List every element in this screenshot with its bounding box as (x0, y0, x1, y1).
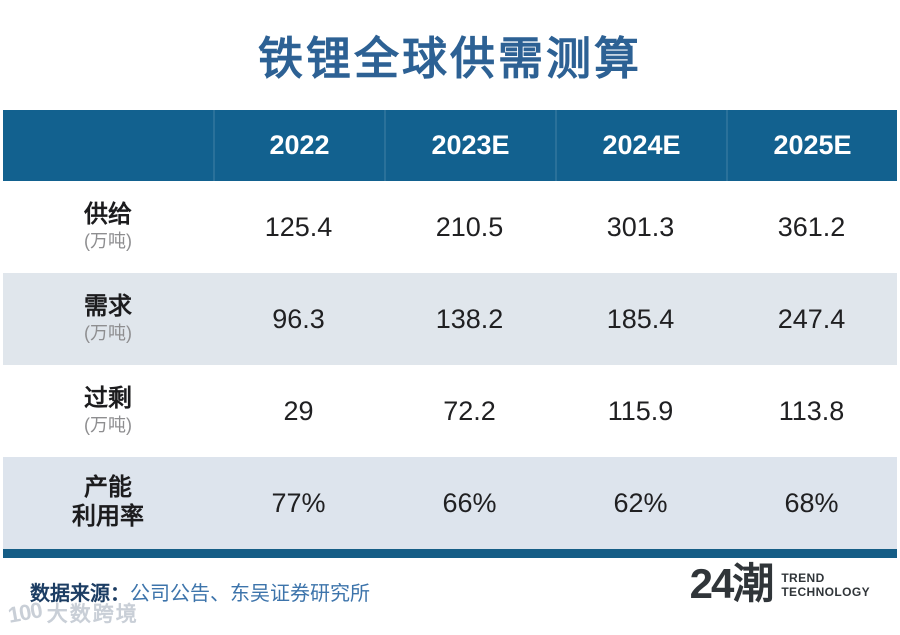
table-row-supply: 供给 (万吨) 125.4 210.5 301.3 361.2 (3, 181, 897, 273)
table-cell: 185.4 (606, 303, 675, 334)
row-label-line2: 利用率 (72, 503, 144, 531)
column-header-2024e: 2024E (555, 110, 726, 181)
row-label: 供给 (84, 201, 132, 229)
table-cell: 210.5 (435, 211, 504, 242)
column-header-2025e: 2025E (726, 110, 897, 181)
table-row-utilization: 产能 利用率 77% 66% 62% 68% (3, 457, 897, 549)
row-unit: (万吨) (84, 323, 132, 344)
table-cell: 125.4 (264, 211, 333, 242)
table-cell: 77% (271, 487, 326, 518)
table-cell: 138.2 (435, 303, 504, 334)
table-cell: 247.4 (777, 303, 846, 334)
row-header-supply: 供给 (万吨) (3, 181, 213, 273)
table-row-demand: 需求 (万吨) 96.3 138.2 185.4 247.4 (3, 273, 897, 365)
brand-word-line1: TREND (781, 570, 825, 585)
table-row-surplus: 过剩 (万吨) 29 72.2 115.9 113.8 (3, 365, 897, 457)
table-cell: 96.3 (272, 303, 325, 334)
table-header-row: 2022 2023E 2024E 2025E (3, 110, 897, 181)
row-header-surplus: 过剩 (万吨) (3, 365, 213, 457)
table-cell: 29 (283, 395, 314, 426)
brand-logo: 24潮 TREND TECHNOLOGY (690, 563, 870, 605)
watermark-100-icon: 100 (5, 597, 44, 628)
table-cell: 66% (442, 487, 497, 518)
row-label: 产能 (84, 473, 132, 501)
supply-demand-table: 2022 2023E 2024E 2025E 供给 (万吨) 125.4 210… (3, 110, 897, 558)
table-cell: 115.9 (607, 395, 674, 426)
column-header-2023e: 2023E (384, 110, 555, 181)
data-source-line: 数据来源：公司公告、东吴证券研究所 (30, 577, 370, 606)
data-source-label: 数据来源： (30, 583, 130, 605)
table-cell: 301.3 (606, 211, 675, 242)
page-title: 铁锂全球供需测算 (257, 33, 642, 84)
row-unit: (万吨) (84, 231, 132, 252)
table-cell: 72.2 (443, 395, 496, 426)
brand-word-line2: TECHNOLOGY (781, 585, 870, 599)
data-source-text: 公司公告、东吴证券研究所 (130, 583, 370, 605)
brand-mark-24chao: 24潮 (689, 560, 775, 607)
table-cell: 68% (784, 487, 839, 518)
brand-wordmark: TREND TECHNOLOGY (781, 569, 870, 600)
row-label: 过剩 (84, 385, 132, 413)
table-cell: 361.2 (777, 211, 846, 242)
row-header-demand: 需求 (万吨) (3, 273, 213, 365)
table-cell: 113.8 (778, 395, 845, 426)
row-header-utilization: 产能 利用率 (3, 457, 213, 549)
row-label: 需求 (84, 293, 132, 321)
header-corner-cell (3, 110, 213, 181)
watermark-text: 大数跨境 (46, 603, 139, 626)
table-cell: 62% (613, 487, 668, 518)
watermark: 100 大数跨境 (5, 597, 139, 628)
row-unit: (万吨) (84, 415, 132, 436)
column-header-2022: 2022 (213, 110, 384, 181)
table-bottom-bar (3, 549, 897, 558)
